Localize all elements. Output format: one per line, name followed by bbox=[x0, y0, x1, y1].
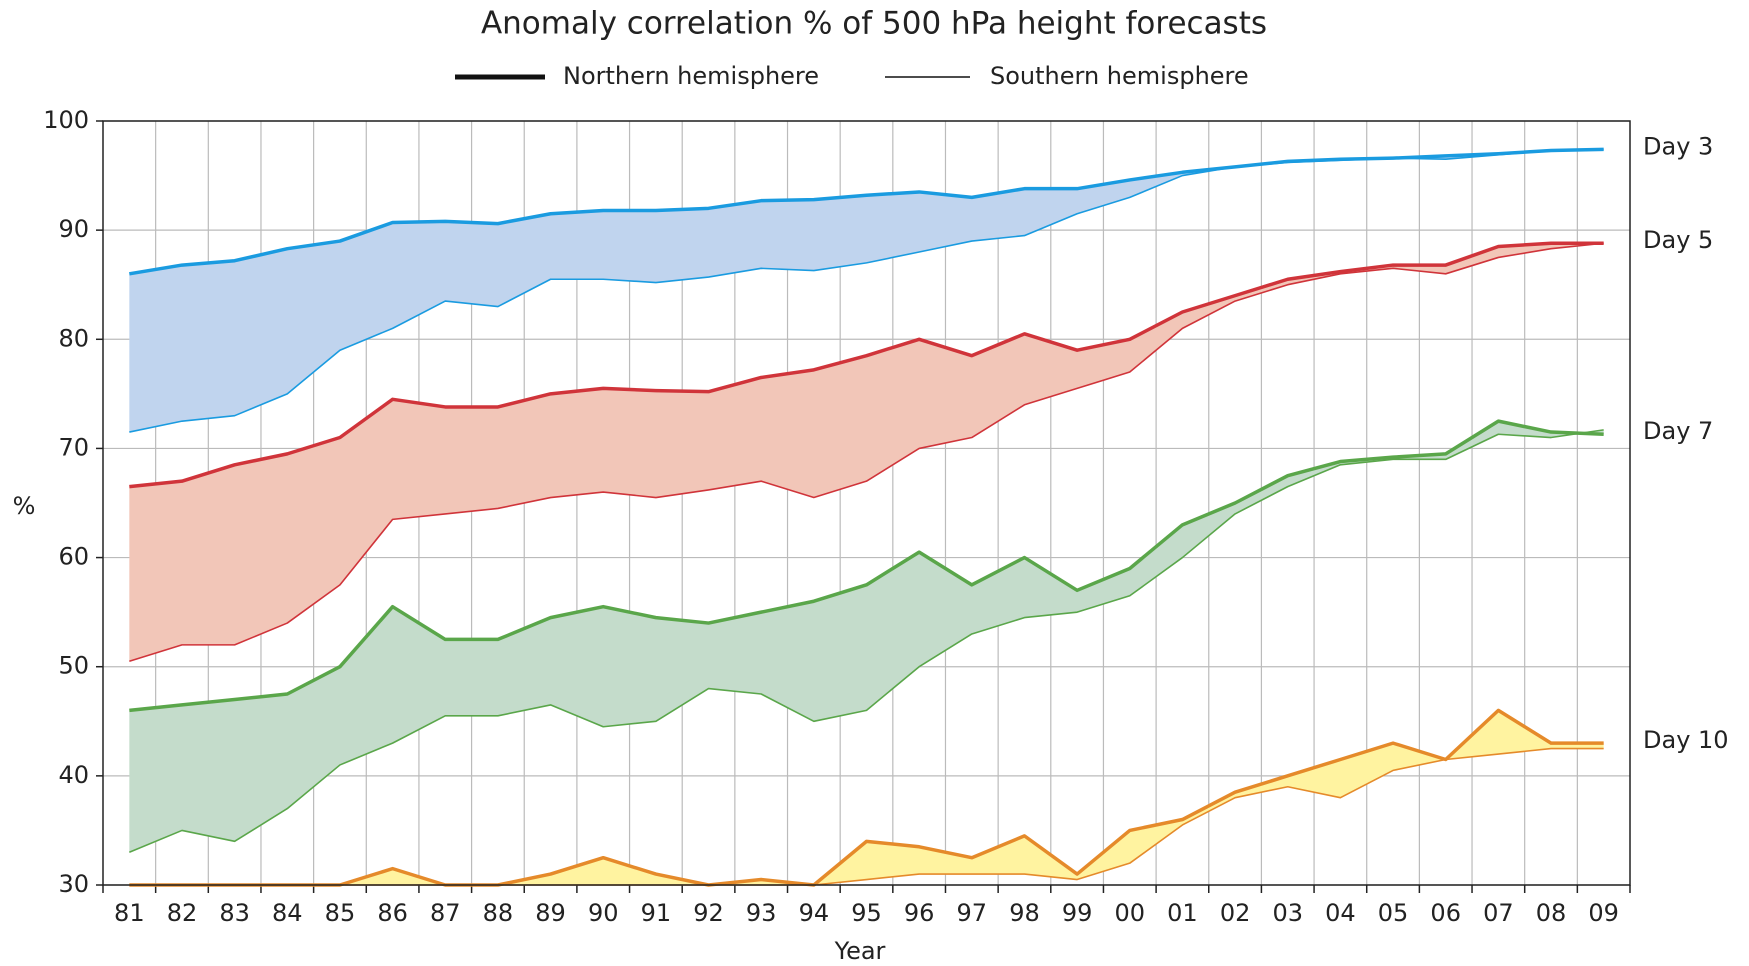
x-tick-label: 90 bbox=[588, 899, 619, 927]
x-tick-label: 01 bbox=[1167, 899, 1198, 927]
spread-area bbox=[129, 710, 1604, 885]
plot-frame bbox=[102, 120, 1631, 886]
y-tick-label: 50 bbox=[58, 652, 89, 680]
southern-line bbox=[129, 429, 1604, 853]
x-tick-label: 88 bbox=[483, 899, 514, 927]
y-tick-label: 80 bbox=[58, 324, 89, 352]
x-tick-label: 05 bbox=[1378, 899, 1409, 927]
x-tick-label: 03 bbox=[1272, 899, 1303, 927]
x-tick-label: 84 bbox=[272, 899, 303, 927]
x-tick-label: 85 bbox=[325, 899, 356, 927]
x-tick-label: 98 bbox=[1009, 899, 1040, 927]
x-tick-label: 00 bbox=[1115, 899, 1146, 927]
legend-label: Northern hemisphere bbox=[563, 62, 819, 90]
legend-label: Southern hemisphere bbox=[990, 62, 1249, 90]
x-axis-label: Year bbox=[834, 937, 886, 965]
y-tick-label: 30 bbox=[58, 870, 89, 898]
x-tick-label: 92 bbox=[693, 899, 724, 927]
series-label: Day 10 bbox=[1643, 726, 1729, 754]
y-tick-label: 100 bbox=[43, 106, 89, 134]
y-tick-label: 90 bbox=[58, 215, 89, 243]
x-tick-label: 89 bbox=[535, 899, 566, 927]
x-tick-label: 94 bbox=[799, 899, 830, 927]
northern-line bbox=[129, 241, 1604, 489]
x-tick-label: 96 bbox=[904, 899, 935, 927]
x-tick-label: 07 bbox=[1483, 899, 1514, 927]
y-axis-label: % bbox=[13, 492, 36, 520]
series-label: Day 5 bbox=[1643, 226, 1713, 254]
x-tick-label: 82 bbox=[167, 899, 198, 927]
southern-line bbox=[129, 242, 1604, 663]
northern-line bbox=[129, 419, 1604, 713]
x-tick-label: 97 bbox=[957, 899, 988, 927]
x-tick-label: 81 bbox=[114, 899, 145, 927]
x-tick-label: 83 bbox=[219, 899, 250, 927]
x-tick-label: 87 bbox=[430, 899, 461, 927]
x-tick-label: 99 bbox=[1062, 899, 1093, 927]
x-tick-label: 08 bbox=[1536, 899, 1567, 927]
northern-line bbox=[129, 147, 1604, 276]
x-tick-label: 02 bbox=[1220, 899, 1251, 927]
y-tick-label: 60 bbox=[58, 543, 89, 571]
x-tick-label: 06 bbox=[1430, 899, 1461, 927]
northern-line bbox=[129, 708, 1604, 887]
x-tick-label: 09 bbox=[1588, 899, 1619, 927]
chart-title: Anomaly correlation % of 500 hPa height … bbox=[481, 6, 1267, 42]
x-tick-label: 86 bbox=[377, 899, 408, 927]
x-tick-label: 95 bbox=[851, 899, 882, 927]
x-tick-label: 91 bbox=[641, 899, 672, 927]
spread-area bbox=[129, 149, 1604, 433]
series-label: Day 3 bbox=[1643, 132, 1713, 160]
spread-area bbox=[129, 243, 1604, 662]
y-tick-label: 70 bbox=[58, 433, 89, 461]
series-label: Day 7 bbox=[1643, 417, 1713, 445]
x-tick-label: 93 bbox=[746, 899, 777, 927]
spread-area bbox=[129, 421, 1604, 853]
x-tick-label: 04 bbox=[1325, 899, 1356, 927]
y-tick-label: 40 bbox=[58, 761, 89, 789]
